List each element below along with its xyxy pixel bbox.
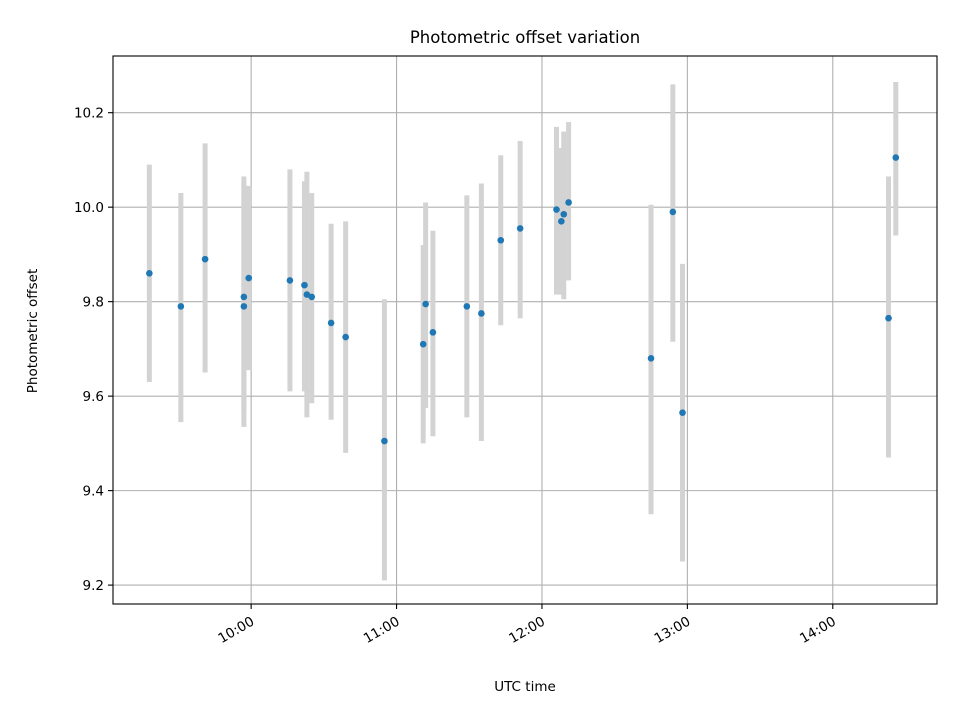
data-point	[463, 303, 471, 310]
y-tick-label: 9.4	[83, 484, 104, 500]
data-point	[558, 218, 565, 225]
y-tick-label: 9.8	[83, 295, 104, 311]
data-point	[429, 329, 437, 336]
data-point	[422, 300, 429, 308]
data-point	[240, 293, 248, 301]
data-point	[177, 303, 185, 310]
data-point	[286, 277, 294, 284]
data-point	[327, 319, 335, 327]
data-point	[669, 208, 677, 216]
data-point	[245, 274, 253, 282]
y-tick-label: 9.6	[83, 389, 104, 405]
data-points	[146, 154, 900, 445]
data-point	[146, 270, 153, 277]
y-tick-label: 10.2	[74, 106, 104, 122]
plot-frame	[112, 55, 938, 605]
y-axis-label: Photometric offset	[25, 269, 41, 393]
data-point	[301, 281, 308, 289]
data-point	[478, 310, 485, 317]
data-point	[419, 340, 427, 348]
y-tick-label: 10.0	[74, 200, 104, 216]
data-point	[497, 236, 505, 244]
y-tick-label: 9.2	[83, 578, 104, 594]
data-point	[885, 314, 892, 322]
chart-title: Photometric offset variation	[410, 28, 640, 47]
data-point	[892, 154, 900, 161]
data-point	[565, 199, 572, 206]
data-point	[560, 210, 568, 218]
data-point	[553, 206, 560, 213]
data-point	[647, 355, 655, 362]
data-point	[679, 409, 686, 416]
x-axis-label: UTC time	[494, 679, 556, 695]
data-point	[516, 225, 524, 232]
data-point	[308, 293, 316, 301]
data-point	[240, 303, 248, 310]
data-point	[381, 437, 388, 445]
data-point	[342, 333, 349, 341]
data-point	[201, 255, 209, 263]
y-axis: 9.2 9.4 9.6 9.8 10.0 10.2	[74, 106, 113, 594]
